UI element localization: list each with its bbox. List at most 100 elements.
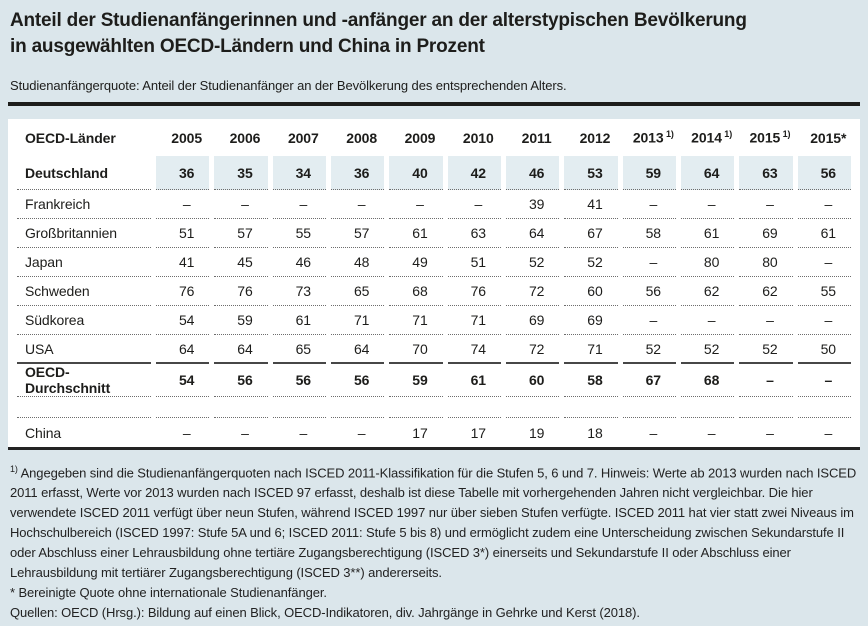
value-cell: – [797, 306, 851, 335]
row-label: Südkorea [17, 306, 151, 335]
value-cell: 61 [797, 219, 851, 248]
value-cell: – [766, 424, 774, 441]
source-line: Quellen: OECD (Hrsg.): Bildung auf einen… [10, 605, 640, 621]
value-cell: 71 [330, 306, 385, 335]
value-cell: 65 [330, 277, 385, 306]
year-column-header: 2007 [287, 129, 319, 146]
value-cell: 45 [214, 248, 268, 277]
value-cell: – [182, 424, 191, 441]
table-row: Südkorea 54 59 61 71 71 71 69 69– – – – [17, 306, 851, 335]
column-footnote-marker: 1) [721, 129, 733, 140]
value-cell: – [389, 190, 443, 219]
table-row: USA 64 64 65 64 70 74 72 71 52 52 52 50 [17, 335, 851, 364]
content: Anteil der Studienanfängerinnen und -anf… [0, 8, 868, 623]
value-cell: 80 [680, 248, 735, 277]
oecd-table: OECD-Länder 2005 2006 2007 2008 2009 2010 2011 2… [12, 119, 856, 447]
top-divider-rule [8, 102, 860, 106]
value-cell: 58 [622, 219, 676, 248]
value-cell: 52 [505, 248, 560, 277]
value-cell: 59 [214, 306, 268, 335]
value-cell: 61 [272, 306, 326, 335]
value-cell: 56 [797, 156, 851, 190]
value-cell: 54 [156, 306, 210, 335]
year-column-header: 2013 1) [632, 129, 674, 146]
table-row: China – – – – 17 17 19 18 – – – – [17, 418, 851, 447]
value-cell: 40 [389, 156, 443, 190]
value-cell: 55 [797, 277, 851, 306]
value-cell: 70 [389, 335, 443, 364]
value-cell [797, 397, 851, 418]
value-cell: 69 [505, 306, 560, 335]
value-cell: 17 [470, 424, 486, 441]
value-cell: 72 [505, 277, 560, 306]
value-cell: – [330, 190, 385, 219]
value-cell: 52 [564, 248, 618, 277]
value-cell: 51 [447, 248, 501, 277]
row-label [17, 397, 151, 418]
row-label: Frankreich [17, 190, 151, 219]
value-cell: – [622, 190, 676, 219]
value-cell: 19 [528, 424, 545, 441]
value-cell: 58 [564, 364, 618, 397]
value-cell: 69 [564, 306, 618, 335]
value-cell: 46 [272, 248, 326, 277]
value-cell: 67 [564, 219, 618, 248]
value-cell: 52 [622, 335, 676, 364]
value-cell: 73 [272, 277, 326, 306]
definition-subtitle: Studienanfängerquote: Anteil der Studien… [10, 78, 567, 93]
value-cell: 53 [564, 156, 618, 190]
value-cell: – [707, 424, 716, 441]
value-cell: 56 [272, 364, 326, 397]
value-cell: 59 [622, 156, 676, 190]
table-row [17, 397, 851, 418]
value-cell: 62 [739, 277, 793, 306]
value-cell: 71 [447, 306, 501, 335]
value-cell: 71 [564, 335, 618, 364]
footnotes: 1) Angegeben sind die Studienanfängerquo… [8, 459, 860, 623]
value-cell: 57 [330, 219, 385, 248]
value-cell: 41 [156, 248, 210, 277]
value-cell [330, 397, 385, 418]
value-cell: 34 [272, 156, 326, 190]
footnote-marker: 1) [10, 464, 18, 474]
value-cell: 65 [272, 335, 326, 364]
value-cell [214, 397, 268, 418]
value-cell: 72 [505, 335, 560, 364]
year-column-header: 2015* [810, 129, 847, 146]
value-cell: 48 [330, 248, 385, 277]
column-footnote-marker: 1) [780, 129, 791, 140]
footnote-isced-text: Angegeben sind die Studienanfängerquoten… [10, 465, 857, 581]
value-cell: – [739, 364, 793, 397]
row-label: Schweden [17, 277, 151, 306]
column-footnote-marker: 1) [663, 129, 674, 140]
value-cell: 39 [505, 190, 560, 219]
page-title-line2: in ausgewählten OECD-Ländern und China i… [10, 36, 485, 57]
value-cell: – [622, 248, 676, 277]
value-cell: – [649, 424, 658, 441]
value-cell [447, 397, 501, 418]
value-cell [272, 397, 326, 418]
value-cell: 61 [680, 219, 735, 248]
value-cell: 76 [156, 277, 210, 306]
table-row: Großbritannien 51 57 55 57 61 63 64 67 58 61 69 61 [17, 219, 851, 248]
value-cell: 55 [272, 219, 326, 248]
value-cell: 60 [564, 277, 618, 306]
row-label: Japan [17, 248, 151, 277]
value-cell: 63 [447, 219, 501, 248]
table-row: Deutschland 36 35 34 36 40 42 46 53 59 64 63 56 [17, 156, 851, 190]
page-title: Anteil der Studienanfängerinnen und -anf… [10, 8, 858, 60]
row-label: China [25, 424, 62, 441]
year-column-header: 2014 1) [691, 129, 733, 146]
value-cell: 59 [389, 364, 443, 397]
year-column-header: 2009 [404, 129, 436, 146]
value-cell: 67 [622, 364, 676, 397]
table-row: Schweden 76 76 73 65 68 76 72 60 56 62 62 55 [17, 277, 851, 306]
value-cell: – [299, 424, 308, 441]
value-cell: – [622, 306, 676, 335]
table-row: Japan 41 45 46 48 49 51 52 52–80 80– [17, 248, 851, 277]
value-cell [505, 397, 560, 418]
value-cell: 74 [447, 335, 501, 364]
value-cell: 80 [739, 248, 793, 277]
value-cell [564, 397, 618, 418]
value-cell: 17 [412, 424, 428, 441]
